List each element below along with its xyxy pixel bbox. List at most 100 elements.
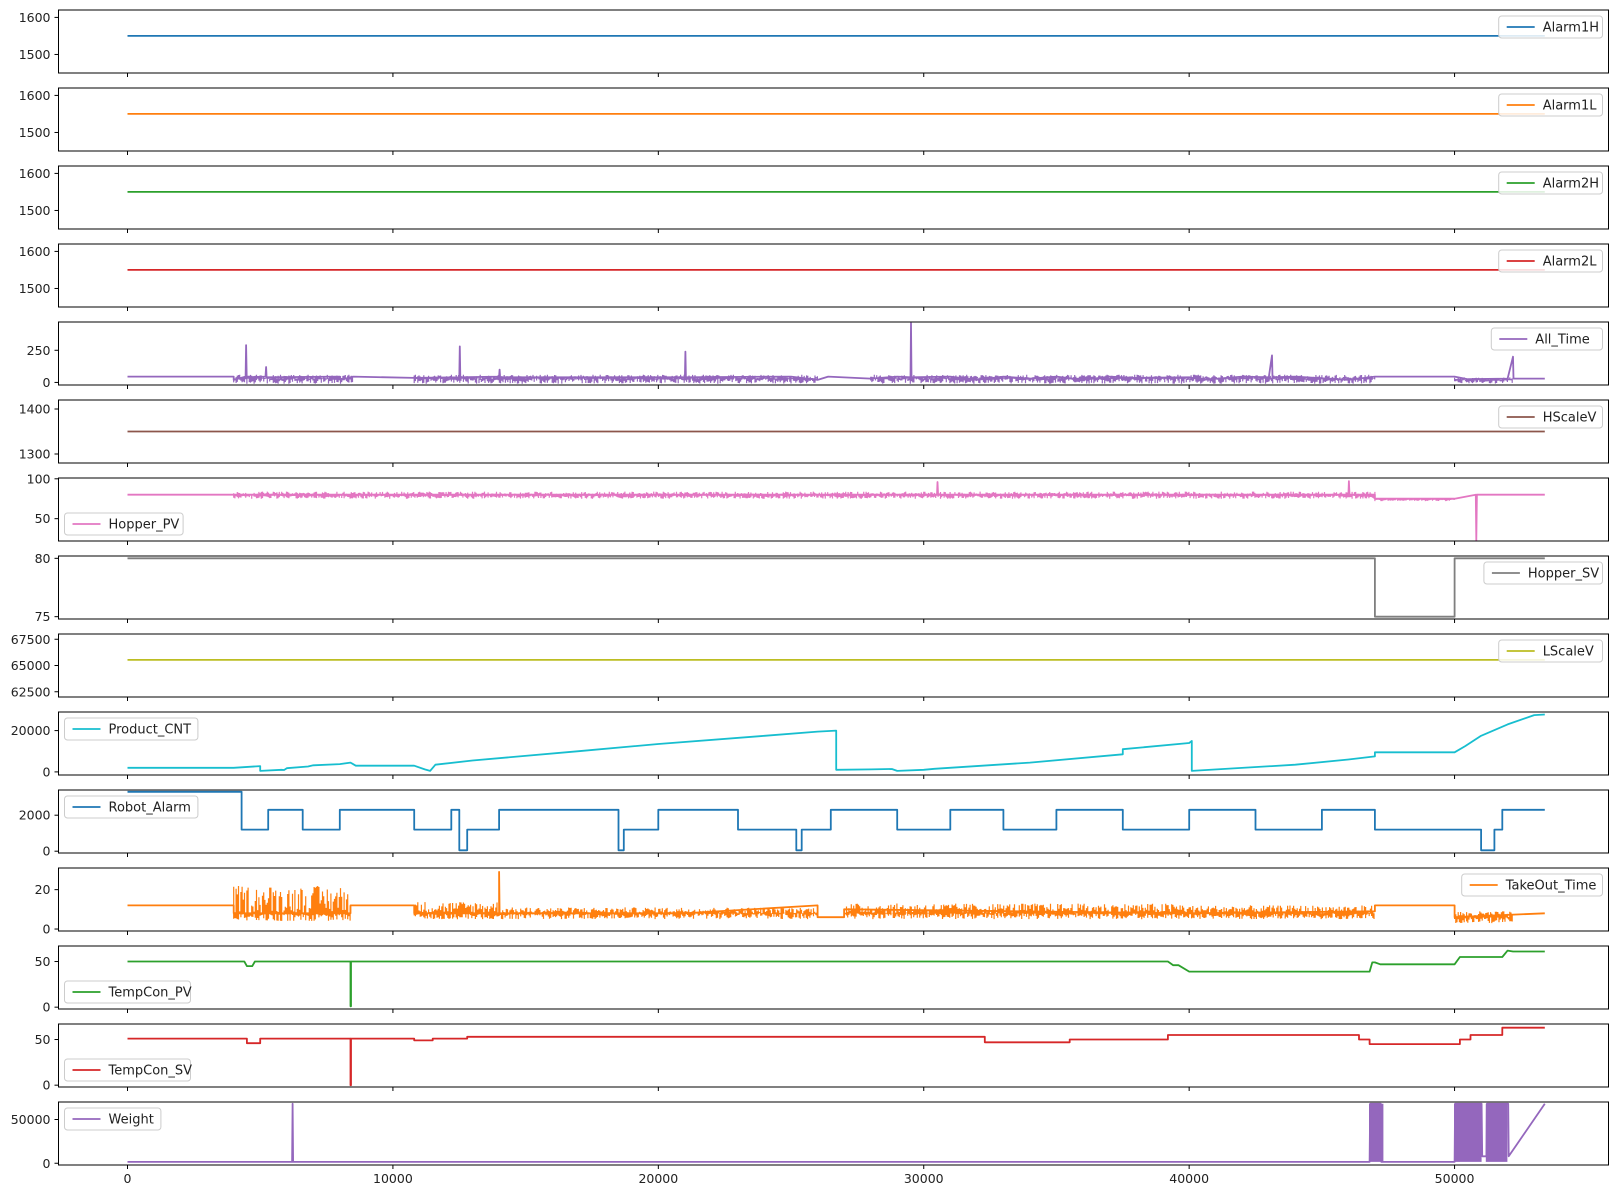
panel-tempcon-sv: 0 50 TempCon_SV — [35, 1023, 1609, 1093]
legend-label: HScaleV — [1543, 411, 1597, 426]
series-line-all-time — [127, 322, 1545, 381]
axes-frame — [58, 867, 1609, 932]
legend-label: Alarm1H — [1543, 21, 1599, 36]
y-tick-label: 75 — [35, 609, 51, 624]
legend: Hopper_PV — [64, 512, 184, 536]
y-tick-label: 0 — [43, 1078, 51, 1093]
legend-label: Product_CNT — [109, 723, 192, 738]
legend-box — [64, 717, 199, 741]
legend: Alarm1H — [1498, 15, 1603, 39]
y-tick-label: 1500 — [19, 125, 51, 140]
axes-frame — [58, 87, 1609, 152]
legend: LScaleV — [1498, 639, 1603, 663]
legend-label: Alarm2H — [1543, 177, 1599, 192]
legend-box — [64, 980, 191, 1004]
axes-frame — [58, 165, 1609, 230]
y-tick-label: 0 — [43, 1000, 51, 1015]
legend-box — [1498, 171, 1603, 195]
legend-box — [1490, 327, 1604, 351]
y-tick-label: 1600 — [19, 166, 51, 181]
series-noise-band — [233, 886, 1513, 924]
legend-label: TempCon_SV — [108, 1064, 193, 1079]
axes-frame — [58, 711, 1609, 776]
y-tick-label: 62500 — [11, 684, 51, 699]
x-tick-label: 20000 — [638, 1171, 678, 1186]
x-tick-label: 10000 — [373, 1171, 413, 1186]
y-tick-label: 20000 — [11, 723, 51, 738]
y-tick-label: 65000 — [11, 658, 51, 673]
panel-alarm2h: 1500 1600 Alarm2H — [19, 165, 1609, 233]
series-line-product-cnt — [127, 713, 1545, 772]
legend-box — [1498, 249, 1603, 273]
panel-tempcon-pv: 0 50 TempCon_PV — [35, 945, 1609, 1015]
panel-hscalev: 1300 1400 HScaleV — [19, 399, 1609, 467]
panel-takeout-time: 0 20 TakeOut_Time — [35, 867, 1609, 937]
series-line-robot-alarm — [127, 790, 1545, 852]
panel-weight: 0 10000 20000 30000 40000 50000 0 50000 Weight — [11, 1101, 1609, 1186]
legend-box — [1498, 93, 1603, 117]
y-tick-label: 0 — [43, 764, 51, 779]
y-tick-label: 1600 — [19, 244, 51, 259]
legend-box — [1498, 639, 1603, 663]
legend: Alarm2L — [1498, 249, 1603, 273]
legend-box — [64, 512, 184, 536]
series-line-takeout-time — [127, 871, 1545, 919]
legend-box — [64, 1107, 162, 1131]
legend: Hopper_SV — [1483, 561, 1604, 585]
axes-frame — [58, 477, 1609, 542]
y-tick-label: 100 — [27, 471, 51, 486]
x-tick-label: 40000 — [1169, 1171, 1209, 1186]
y-tick-label: 1600 — [19, 88, 51, 103]
legend: Weight — [64, 1107, 162, 1131]
y-tick-label: 0 — [43, 375, 51, 390]
legend: TempCon_PV — [64, 980, 192, 1004]
x-tick-label: 50000 — [1435, 1171, 1475, 1186]
y-tick-label: 2000 — [19, 808, 51, 823]
legend-label: Alarm2L — [1543, 255, 1598, 270]
legend-label: Alarm1L — [1543, 99, 1598, 114]
legend-label: Hopper_PV — [109, 518, 180, 533]
legend: TempCon_SV — [64, 1058, 193, 1082]
legend: TakeOut_Time — [1461, 873, 1603, 897]
legend-box — [1461, 873, 1603, 897]
series-line-hopper-pv — [127, 480, 1545, 541]
legend-box — [1498, 15, 1603, 39]
y-tick-label: 67500 — [11, 632, 51, 647]
y-tick-label: 50000 — [11, 1112, 51, 1127]
legend: Product_CNT — [64, 717, 199, 741]
x-tick-label: 0 — [124, 1171, 132, 1186]
y-tick-label: 50 — [35, 954, 51, 969]
x-tick-label: 30000 — [904, 1171, 944, 1186]
axes-frame — [58, 1023, 1609, 1088]
axes-frame — [58, 555, 1609, 620]
axes-frame — [58, 399, 1609, 464]
legend: HScaleV — [1498, 405, 1603, 429]
panel-robot-alarm: 0 2000 Robot_Alarm — [19, 789, 1609, 859]
legend-label: Weight — [109, 1113, 154, 1128]
panel-hopper-pv: 50 100 Hopper_PV — [27, 471, 1609, 545]
legend-box — [64, 795, 199, 819]
panel-hopper-sv: 75 80 Hopper_SV — [35, 551, 1609, 624]
axes-frame — [58, 1101, 1609, 1166]
panel-product-cnt: 0 20000 Product_CNT — [11, 711, 1609, 779]
y-tick-label: 1300 — [19, 447, 51, 462]
legend-box — [64, 1058, 191, 1082]
panel-alarm2l: 1500 1600 Alarm2L — [19, 243, 1609, 311]
legend: Robot_Alarm — [64, 795, 199, 819]
y-tick-label: 0 — [43, 844, 51, 859]
axes-frame — [58, 243, 1609, 308]
legend: Alarm2H — [1498, 171, 1603, 195]
panel-lscalev: 62500 65000 67500 LScaleV — [11, 632, 1609, 701]
legend: All_Time — [1490, 327, 1604, 351]
axes-frame — [58, 9, 1609, 74]
legend-label: All_Time — [1535, 333, 1589, 348]
y-tick-label: 50 — [35, 511, 51, 526]
legend-box — [1498, 405, 1603, 429]
panel-alarm1l: 1500 1600 Alarm1L — [19, 87, 1609, 155]
y-tick-label: 250 — [27, 343, 51, 358]
series-line-weight — [127, 1102, 1546, 1163]
series-line-hopper-sv — [127, 557, 1545, 618]
legend-label: Hopper_SV — [1528, 567, 1599, 582]
y-tick-label: 1500 — [19, 203, 51, 218]
